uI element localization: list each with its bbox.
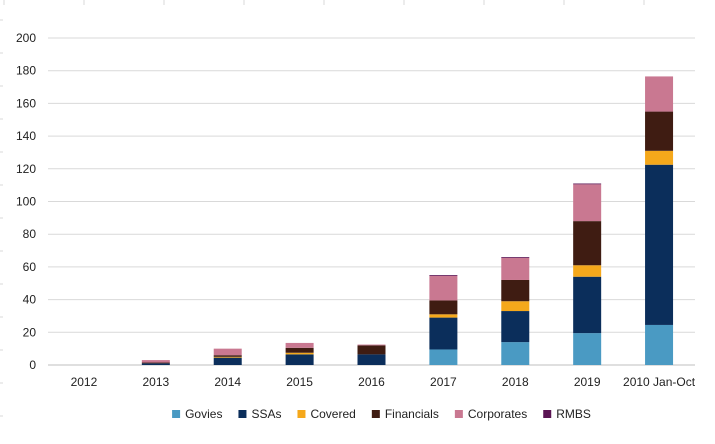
- bar-segment-covered: [285, 352, 314, 355]
- bar-segment-corporates: [285, 342, 314, 348]
- bar-segment-financials: [645, 111, 674, 151]
- bars: [141, 76, 674, 365]
- bar-segment-corporates: [429, 275, 458, 301]
- bar-segment-corporates: [141, 360, 170, 363]
- y-tick-label: 160: [16, 96, 36, 110]
- bar-segment-govies: [501, 342, 530, 365]
- bar-segment-financials: [213, 355, 242, 357]
- bar-segment-ssas: [573, 276, 602, 334]
- bar-segment-corporates: [357, 344, 386, 346]
- bar-segment-financials: [429, 300, 458, 315]
- bar-segment-covered: [501, 301, 530, 312]
- bar-segment-ssas: [645, 164, 674, 325]
- x-tick-label: 2016: [358, 375, 385, 389]
- y-tick-label: 180: [16, 64, 36, 78]
- bar-segment-govies: [429, 349, 458, 365]
- legend-item-financials: Financials: [371, 407, 439, 421]
- bar-segment-rmbs: [429, 275, 458, 276]
- legend-item-govies: Govies: [172, 407, 222, 421]
- bar-segment-govies: [573, 333, 602, 365]
- legend-label: Covered: [310, 407, 355, 421]
- legend-item-covered: Covered: [297, 407, 356, 421]
- bar-segment-financials: [285, 347, 314, 353]
- bar-segment-rmbs: [501, 257, 530, 258]
- legend-item-rmbs: RMBS: [543, 407, 591, 421]
- legend-item-ssas: SSAs: [238, 407, 281, 421]
- y-tick-label: 80: [23, 227, 37, 241]
- x-tick-label: 2014: [214, 375, 241, 389]
- bar-segment-corporates: [573, 184, 602, 222]
- x-tick-label: 2012: [71, 375, 98, 389]
- legend-swatch: [454, 410, 463, 418]
- legend-label: Corporates: [468, 407, 527, 421]
- bar-segment-ssas: [141, 363, 170, 365]
- x-tick-label: 2015: [286, 375, 313, 389]
- bar-segment-govies: [645, 324, 674, 365]
- legend-swatch: [172, 410, 181, 418]
- bar-segment-covered: [213, 356, 242, 358]
- bar-segment-financials: [573, 221, 602, 266]
- x-tick-label: 2019: [574, 375, 601, 389]
- x-axis-tick-labels: 2012 2013 2014 2015 2016 2017 2018 2019 2010 Jan…: [71, 375, 696, 389]
- x-tick-label: 2018: [502, 375, 529, 389]
- y-tick-label: 120: [16, 162, 36, 176]
- y-tick-label: 40: [23, 293, 37, 307]
- bar-segment-ssas: [429, 317, 458, 350]
- bar-segment-corporates: [645, 76, 674, 112]
- bar-segment-covered: [429, 314, 458, 318]
- bar-segment-financials: [357, 345, 386, 355]
- legend-label: Financials: [385, 407, 439, 421]
- top-tick-marks: [3, 0, 645, 5]
- bar-segment-ssas: [213, 357, 242, 365]
- legend-label: Govies: [185, 407, 222, 421]
- legend-swatch: [543, 410, 552, 418]
- x-tick-label: 2010 Jan-Oct: [623, 375, 696, 389]
- legend-label: RMBS: [556, 407, 591, 421]
- legend-swatch: [371, 410, 380, 418]
- bar-segment-financials: [501, 279, 530, 302]
- y-tick-label: 100: [16, 195, 36, 209]
- bar-segment-financials: [141, 362, 170, 364]
- bar-segment-ssas: [501, 311, 530, 343]
- legend-swatch: [297, 410, 306, 418]
- y-tick-label: 60: [23, 260, 37, 274]
- bar-segment-corporates: [501, 257, 530, 280]
- legend-swatch: [238, 410, 247, 418]
- bar-segment-covered: [645, 150, 674, 165]
- legend-label: SSAs: [251, 407, 281, 421]
- bar-segment-ssas: [285, 354, 314, 365]
- y-tick-label: 200: [16, 31, 36, 45]
- bar-segment-ssas: [357, 354, 386, 365]
- bar-segment-rmbs: [573, 183, 602, 185]
- x-tick-label: 2013: [142, 375, 169, 389]
- y-tick-label: 20: [23, 325, 37, 339]
- bar-segment-corporates: [213, 348, 242, 356]
- legend-item-corporates: Corporates: [454, 407, 527, 421]
- y-tick-label: 140: [16, 129, 36, 143]
- left-tick-marks: [0, 19, 3, 417]
- bar-segment-covered: [573, 265, 602, 277]
- y-tick-label: 0: [29, 358, 36, 372]
- legend: Govies SSAs Covered Financials Corporates RMB…: [172, 407, 591, 421]
- y-axis-tick-labels: 0 20 40 60 80 100 120 140 160 180 200: [16, 31, 36, 372]
- x-tick-label: 2017: [430, 375, 457, 389]
